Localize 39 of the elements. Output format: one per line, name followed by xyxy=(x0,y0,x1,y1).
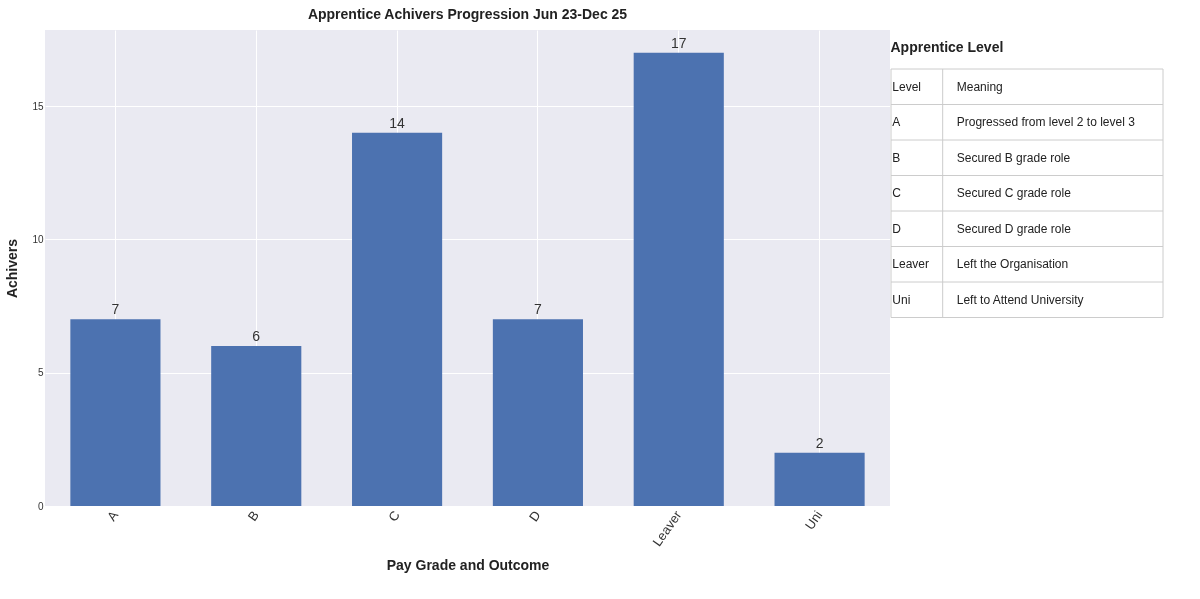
data-label: 7 xyxy=(534,301,543,318)
text: Apprentice Level xyxy=(890,38,1004,55)
bar xyxy=(211,346,302,506)
text: Uni xyxy=(892,292,911,307)
text: Progressed from level 2 to level 3 xyxy=(956,115,1136,130)
data-label: 17 xyxy=(670,34,687,51)
text: A xyxy=(892,115,901,130)
text: Secured B grade role xyxy=(956,150,1071,165)
text: B xyxy=(892,150,901,165)
text: Meaning xyxy=(956,79,1003,94)
x-tick-label: C xyxy=(385,507,403,525)
text: Leaver xyxy=(892,257,929,272)
data-label: 2 xyxy=(815,434,824,451)
y-tick-label: 0 xyxy=(37,500,44,512)
x-tick-label: Uni xyxy=(801,507,826,533)
bar xyxy=(352,132,443,506)
y-tick-label: 15 xyxy=(32,100,44,112)
bar xyxy=(492,319,583,506)
text: Secured D grade role xyxy=(956,221,1072,236)
x-tick-label: B xyxy=(244,507,262,524)
bar xyxy=(774,452,865,506)
y-axis-title: Achivers xyxy=(4,238,21,299)
data-label: 7 xyxy=(111,301,120,318)
bar xyxy=(70,319,161,506)
x-axis-title: Pay Grade and Outcome xyxy=(386,557,550,574)
y-tick-label: 5 xyxy=(37,367,44,379)
chart-title: Apprentice Achivers Progression Jun 23-Dec 25 xyxy=(307,6,628,22)
y-tick-label: 10 xyxy=(32,233,44,245)
bar xyxy=(633,52,724,506)
x-tick-label: D xyxy=(525,507,544,525)
text: Left the Organisation xyxy=(956,257,1069,272)
data-label: 6 xyxy=(252,328,261,344)
text: Left to Attend University xyxy=(956,292,1084,307)
x-tick-label: A xyxy=(103,507,122,524)
text: C xyxy=(892,186,902,201)
text: Level xyxy=(892,79,921,94)
data-label: 14 xyxy=(389,114,406,131)
text: Secured C grade role xyxy=(956,186,1072,201)
text: D xyxy=(892,221,902,236)
